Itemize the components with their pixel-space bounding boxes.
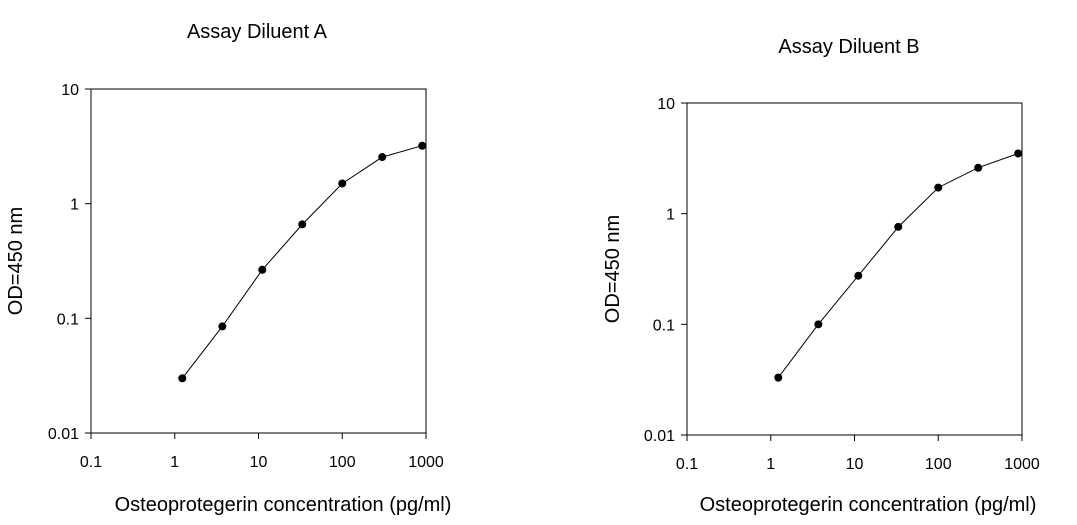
y-tick-label: 10 (61, 82, 79, 99)
x-tick-label: 0.1 (80, 454, 102, 471)
chart-assay-diluent-a: Assay Diluent A OD=450 nm Osteoprotegeri… (5, 21, 451, 516)
y-tick-label: 10 (657, 96, 675, 113)
y-tick-label: 0.1 (57, 311, 79, 328)
y-tick-label: 1 (666, 207, 675, 224)
data-point (774, 373, 783, 382)
x-tick-label: 10 (250, 454, 268, 471)
data-point (894, 222, 903, 231)
x-axis-label: Osteoprotegerin concentration (pg/ml) (115, 494, 452, 516)
chart-title: Assay Diluent A (187, 21, 328, 43)
data-point (814, 320, 823, 329)
series-line (777, 153, 1019, 378)
data-point (218, 322, 227, 331)
data-point (854, 271, 863, 280)
y-axis-label: OD=450 nm (5, 207, 27, 315)
data-point (338, 179, 347, 188)
data-point (298, 220, 307, 229)
x-tick-label: 1 (766, 456, 775, 473)
data-point (1014, 149, 1023, 158)
x-tick-label: 0.1 (676, 456, 698, 473)
x-axis-label: Osteoprotegerin concentration (pg/ml) (700, 494, 1037, 516)
y-tick-label: 0.1 (653, 317, 675, 334)
data-point (378, 153, 387, 162)
y-tick-label: 0.01 (48, 426, 79, 443)
plot-frame (686, 102, 1023, 436)
data-point (178, 374, 187, 383)
y-tick-label: 1 (70, 197, 79, 214)
data-point (258, 265, 267, 274)
chart-assay-diluent-b: Assay Diluent B OD=450 nm Osteoprotegeri… (602, 36, 1040, 516)
chart-title: Assay Diluent B (778, 36, 919, 58)
y-axis-label: OD=450 nm (602, 215, 624, 323)
series-line (181, 145, 423, 379)
x-tick-label: 1000 (408, 454, 444, 471)
x-tick-label: 100 (925, 456, 952, 473)
x-tick-label: 1000 (1004, 456, 1040, 473)
plot-frame (90, 88, 427, 434)
x-tick-label: 10 (846, 456, 864, 473)
data-point (418, 141, 427, 150)
x-tick-label: 1 (170, 454, 179, 471)
data-point (974, 163, 983, 172)
x-tick-label: 100 (329, 454, 356, 471)
data-point (934, 183, 943, 192)
y-tick-label: 0.01 (644, 428, 675, 445)
